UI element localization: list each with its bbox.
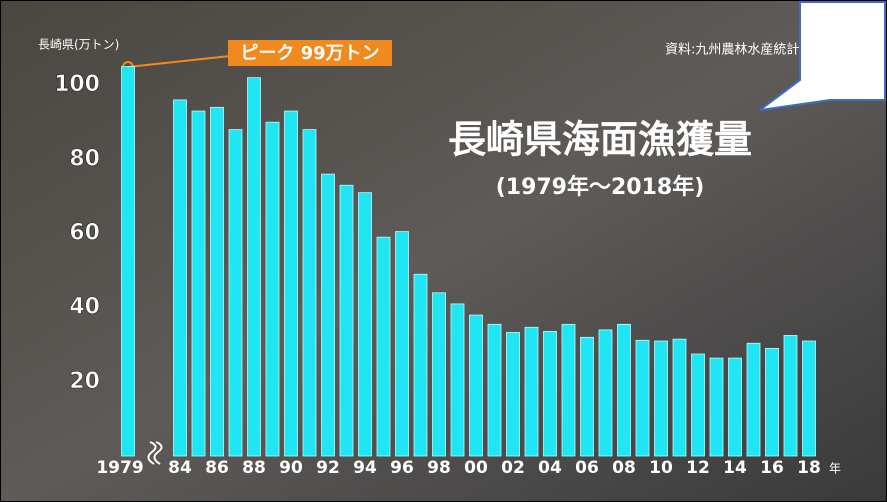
bar bbox=[285, 111, 298, 456]
bar bbox=[507, 332, 520, 456]
bar bbox=[655, 341, 668, 456]
y-tick-label: 20 bbox=[69, 369, 100, 394]
x-tick-label: 88 bbox=[242, 458, 266, 478]
bar bbox=[340, 185, 353, 456]
y-tick-label: 80 bbox=[69, 146, 100, 171]
bar bbox=[599, 330, 612, 456]
source-note: 資料:九州農林水産統計 bbox=[665, 42, 799, 58]
x-tick-label: 16 bbox=[760, 458, 784, 478]
bar bbox=[618, 324, 631, 456]
bar bbox=[729, 358, 742, 456]
bar bbox=[784, 335, 797, 456]
y-tick-label: 60 bbox=[69, 220, 100, 245]
x-tick-label: 98 bbox=[427, 458, 451, 478]
bar bbox=[562, 324, 575, 456]
bar bbox=[248, 78, 261, 456]
x-tick-label: 18 bbox=[797, 458, 821, 478]
bar bbox=[544, 331, 557, 456]
bar bbox=[359, 193, 372, 456]
x-tick-label: 04 bbox=[538, 458, 562, 478]
chart-subtitle: (1979年～2018年) bbox=[496, 174, 705, 200]
x-tick-label: 86 bbox=[205, 458, 229, 478]
bar bbox=[470, 315, 483, 456]
x-tick-label: 1979 bbox=[96, 458, 143, 478]
bar bbox=[636, 340, 649, 456]
y-tick-label: 100 bbox=[54, 72, 100, 97]
bar bbox=[303, 130, 316, 456]
x-tick-label: 00 bbox=[464, 458, 488, 478]
bar bbox=[322, 174, 335, 456]
bar bbox=[211, 107, 224, 456]
bar bbox=[488, 324, 501, 456]
chart-title: 長崎県海面漁獲量 bbox=[448, 118, 752, 162]
x-tick-label: 06 bbox=[575, 458, 599, 478]
annotation: ピーク 99万トン bbox=[240, 43, 379, 64]
bar bbox=[377, 237, 390, 456]
bar bbox=[266, 122, 279, 456]
x-tick-label: 08 bbox=[612, 458, 636, 478]
bar bbox=[692, 354, 705, 456]
x-tick-label: 92 bbox=[316, 458, 340, 478]
page: 長崎県(万トン) 資料:九州農林水産統計 長崎県海面漁獲量 (1979年～201… bbox=[0, 0, 887, 502]
bar bbox=[673, 339, 686, 456]
bar bbox=[414, 274, 427, 456]
bar bbox=[525, 327, 538, 456]
x-tick-label: 14 bbox=[723, 458, 747, 478]
bar bbox=[229, 130, 242, 456]
x-tick-label: 96 bbox=[390, 458, 414, 478]
x-unit: 年 bbox=[829, 462, 841, 476]
bar bbox=[451, 304, 464, 456]
bar bbox=[396, 232, 409, 456]
y-axis-label: 長崎県(万トン) bbox=[38, 38, 119, 52]
bar bbox=[803, 341, 816, 456]
bar bbox=[747, 343, 760, 456]
bar bbox=[710, 358, 723, 456]
x-tick-label: 90 bbox=[279, 458, 303, 478]
bar bbox=[122, 67, 135, 456]
x-tick-label: 10 bbox=[649, 458, 673, 478]
bar bbox=[581, 337, 594, 456]
bar bbox=[192, 111, 205, 456]
bar bbox=[766, 348, 779, 456]
y-tick-label: 40 bbox=[69, 295, 100, 320]
bar bbox=[433, 293, 446, 456]
x-tick-label: 02 bbox=[501, 458, 525, 478]
bar bbox=[174, 100, 187, 456]
x-tick-label: 84 bbox=[168, 458, 192, 478]
x-tick-label: 94 bbox=[353, 458, 377, 478]
x-tick-label: 12 bbox=[686, 458, 710, 478]
chart: 長崎県(万トン) 資料:九州農林水産統計 長崎県海面漁獲量 (1979年～201… bbox=[0, 0, 887, 502]
